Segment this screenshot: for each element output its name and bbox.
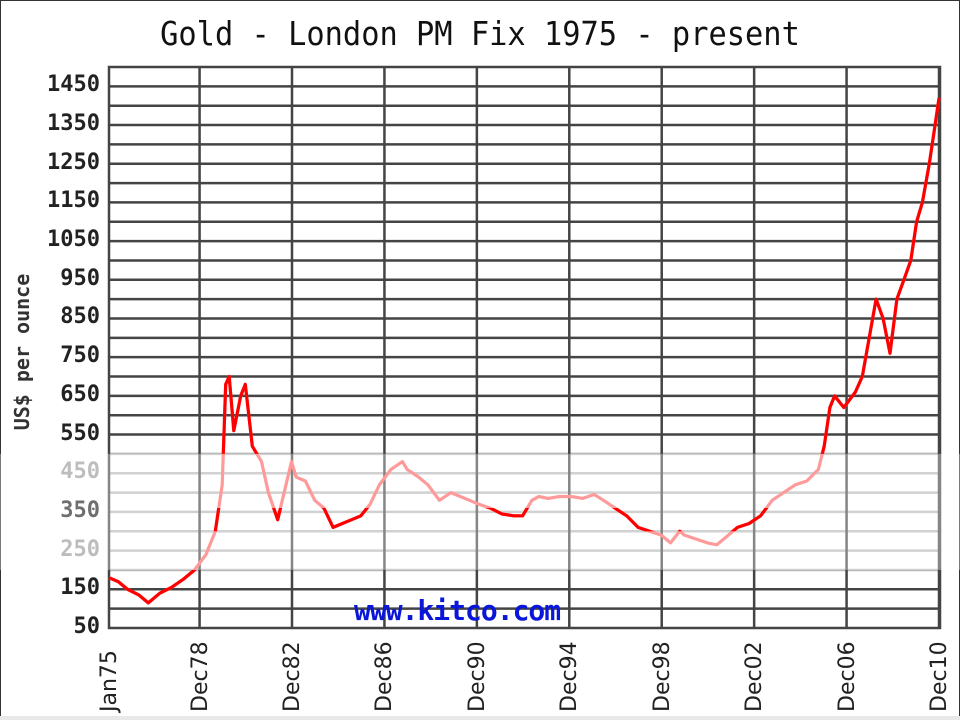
y-tick-label: 1250 — [47, 149, 100, 175]
y-tick-label: 950 — [60, 265, 100, 291]
chart-title: Gold - London PM Fix 1975 - present — [160, 14, 800, 53]
bottom-strip — [0, 716, 960, 720]
y-tick-label: 650 — [60, 381, 100, 407]
y-tick-label: 1450 — [47, 72, 100, 98]
y-tick-label: 450 — [30, 461, 100, 483]
plot-border — [107, 65, 942, 630]
y-tick-label: 750 — [60, 343, 100, 369]
y-tick-label: 1150 — [47, 188, 100, 214]
y-tick-label: 1350 — [47, 111, 100, 137]
y-tick-label: 850 — [60, 304, 100, 330]
y-tick-label: 350 — [30, 499, 100, 522]
source-watermark: www.kitco.com — [354, 594, 561, 627]
price-line — [108, 97, 941, 605]
y-tick-label: 1050 — [47, 227, 100, 253]
y-tick-label: 250 — [30, 538, 100, 561]
y-tick-label: 550 — [60, 420, 100, 446]
y-tick-label: 150 — [60, 575, 100, 601]
y-tick-label: 50 — [73, 614, 101, 639]
